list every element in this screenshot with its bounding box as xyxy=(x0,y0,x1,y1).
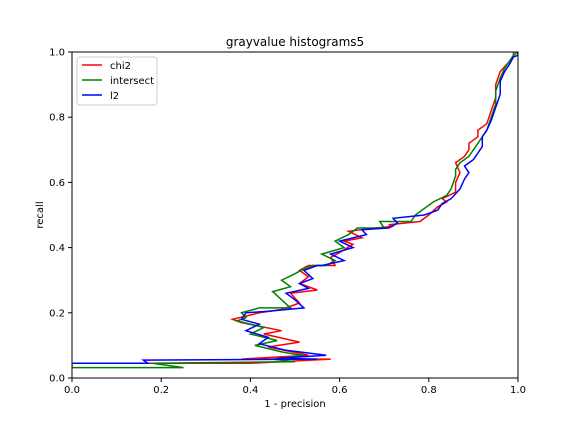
y-tick-label: 0.6 xyxy=(49,178,65,189)
x-tick-label: 0.2 xyxy=(153,385,169,396)
x-tick-label: 1.0 xyxy=(510,385,526,396)
x-tick-label: 0.0 xyxy=(64,385,80,396)
legend-label-chi2: chi2 xyxy=(110,61,131,72)
legend-box xyxy=(76,56,158,106)
x-tick-label: 0.8 xyxy=(421,385,437,396)
series-line-chi2 xyxy=(72,52,515,367)
series-line-l2 xyxy=(72,52,518,365)
y-tick-label: 0.4 xyxy=(49,243,65,254)
x-tick-label: 0.4 xyxy=(242,385,258,396)
x-axis-label: 1 - precision xyxy=(264,399,325,410)
y-tick-label: 1.0 xyxy=(49,48,65,59)
y-axis-ticks: 0.0 0.2 0.4 0.6 0.8 1.0 xyxy=(49,48,72,385)
x-axis-ticks: 0.0 0.2 0.4 0.6 0.8 1.0 xyxy=(64,378,526,396)
legend: chi2 intersect l2 xyxy=(76,56,158,106)
plot-area xyxy=(72,52,518,378)
y-tick-label: 0.8 xyxy=(49,113,65,124)
series-layer xyxy=(72,52,518,369)
plot-frame xyxy=(71,51,519,379)
legend-label-l2: l2 xyxy=(110,91,119,102)
legend-label-intersect: intersect xyxy=(110,76,154,87)
y-axis-label: recall xyxy=(35,201,46,228)
x-tick-label: 0.6 xyxy=(332,385,348,396)
y-tick-label: 0.0 xyxy=(49,374,65,385)
y-tick-label: 0.2 xyxy=(49,308,65,319)
chart-title: grayvalue histograms5 xyxy=(226,35,364,49)
